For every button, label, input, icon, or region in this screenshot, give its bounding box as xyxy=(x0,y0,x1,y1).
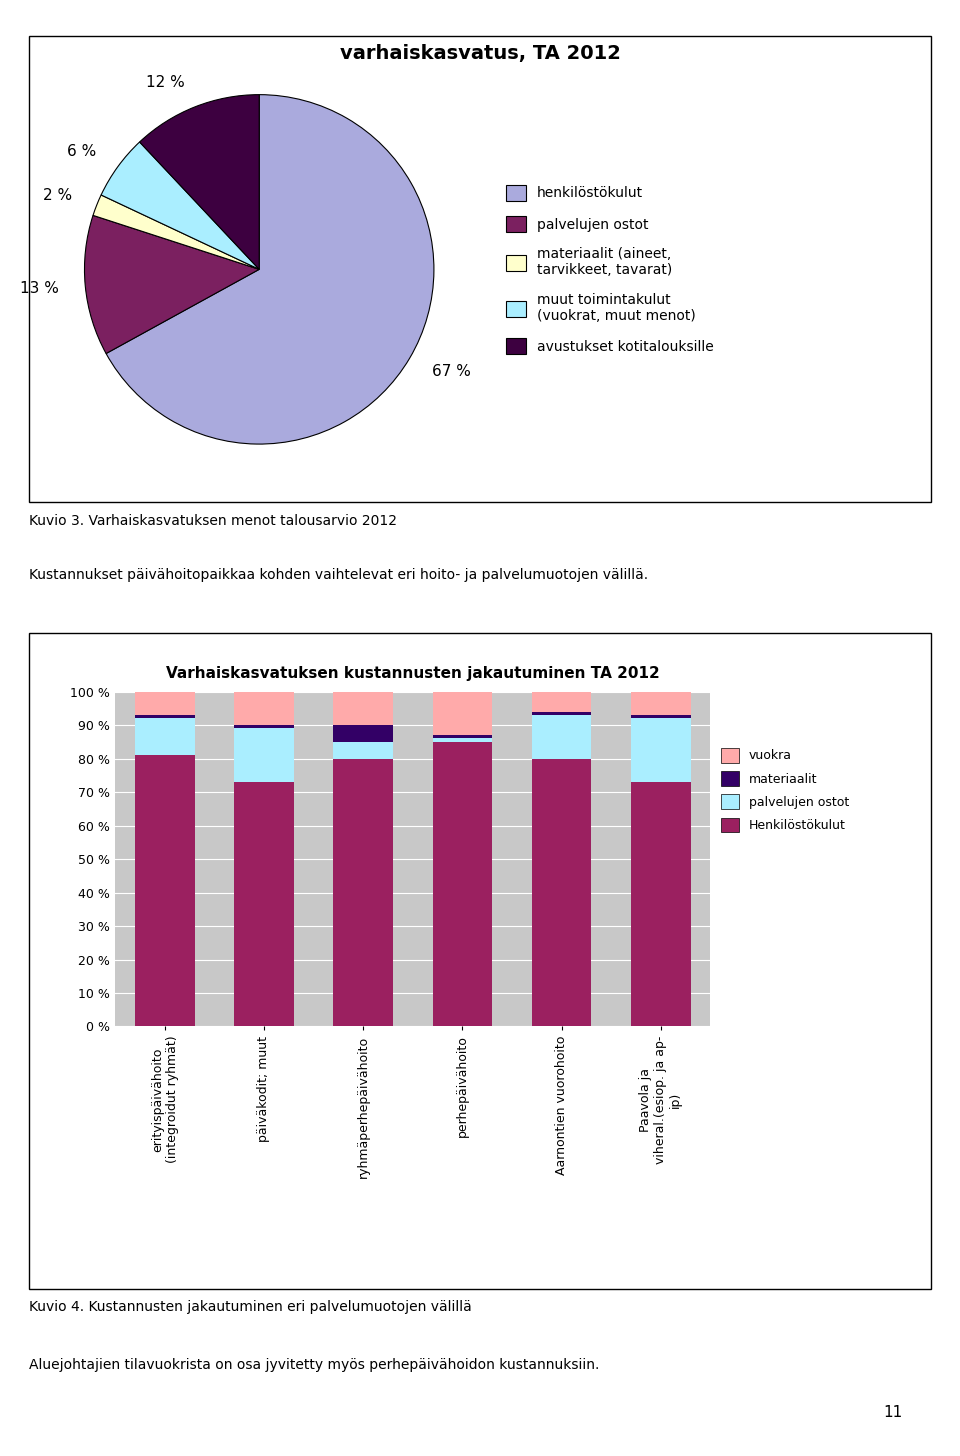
Bar xyxy=(135,718,195,756)
Legend: vuokra, materiaalit, palvelujen ostot, Henkilöstökulut: vuokra, materiaalit, palvelujen ostot, H… xyxy=(722,748,850,831)
Bar xyxy=(333,725,393,743)
Bar xyxy=(135,715,195,718)
Wedge shape xyxy=(84,215,259,354)
Bar xyxy=(234,692,294,725)
Bar xyxy=(631,692,690,715)
Wedge shape xyxy=(107,95,434,444)
Bar xyxy=(631,718,690,782)
Text: 2 %: 2 % xyxy=(43,188,72,202)
Text: 6 %: 6 % xyxy=(67,144,97,159)
Text: Kuvio 3. Varhaiskasvatuksen menot talousarvio 2012: Kuvio 3. Varhaiskasvatuksen menot talous… xyxy=(29,514,396,529)
Bar xyxy=(135,756,195,1026)
Wedge shape xyxy=(101,143,259,269)
Bar xyxy=(234,725,294,728)
Wedge shape xyxy=(93,195,259,269)
Text: 13 %: 13 % xyxy=(20,281,60,296)
Bar xyxy=(234,728,294,782)
Text: Kustannukset päivähoitopaikkaa kohden vaihtelevat eri hoito- ja palvelumuotojen : Kustannukset päivähoitopaikkaa kohden va… xyxy=(29,568,648,582)
Bar xyxy=(532,692,591,712)
Wedge shape xyxy=(139,95,259,269)
Bar xyxy=(433,743,492,1026)
Title: Varhaiskasvatuksen kustannusten jakautuminen TA 2012: Varhaiskasvatuksen kustannusten jakautum… xyxy=(166,665,660,681)
Bar xyxy=(234,782,294,1026)
Bar xyxy=(433,738,492,743)
Bar xyxy=(135,692,195,715)
Bar xyxy=(433,692,492,735)
Bar xyxy=(333,759,393,1026)
Bar xyxy=(631,715,690,718)
Bar xyxy=(333,743,393,759)
Text: Aluejohtajien tilavuokrista on osa jyvitetty myös perhepäivähoidon kustannuksiin: Aluejohtajien tilavuokrista on osa jyvit… xyxy=(29,1358,599,1373)
Bar xyxy=(532,715,591,759)
Legend: henkilöstökulut, palvelujen ostot, materiaalit (aineet,
tarvikkeet, tavarat), mu: henkilöstökulut, palvelujen ostot, mater… xyxy=(506,185,713,354)
Text: varhaiskasvatus, TA 2012: varhaiskasvatus, TA 2012 xyxy=(340,44,620,63)
Bar xyxy=(532,712,591,715)
Text: 67 %: 67 % xyxy=(432,364,471,379)
Bar xyxy=(631,782,690,1026)
Bar xyxy=(532,759,591,1026)
Text: 12 %: 12 % xyxy=(147,76,185,90)
Bar xyxy=(433,735,492,738)
Text: 11: 11 xyxy=(883,1405,902,1420)
Bar xyxy=(333,692,393,725)
Text: Kuvio 4. Kustannusten jakautuminen eri palvelumuotojen välillä: Kuvio 4. Kustannusten jakautuminen eri p… xyxy=(29,1300,471,1315)
